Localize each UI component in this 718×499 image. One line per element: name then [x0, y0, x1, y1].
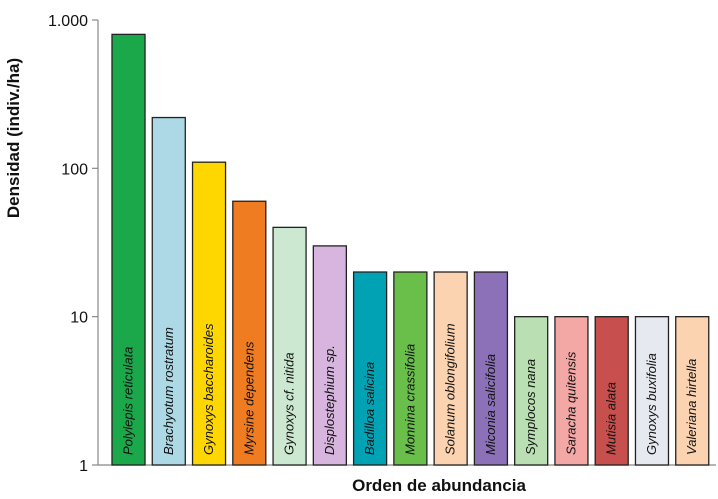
bar	[594, 316, 629, 466]
bar-label: Miconia salicifolia	[483, 354, 498, 455]
bar	[433, 271, 468, 466]
bar-label: Gynoxys buxifolia	[644, 353, 659, 455]
bar	[393, 271, 428, 466]
bars	[111, 33, 710, 466]
bar-label: Badilloa salicina	[362, 362, 377, 455]
bar	[634, 316, 670, 466]
bar-label: Valeriana hirtella	[684, 359, 699, 455]
bar	[191, 161, 227, 466]
bar	[232, 200, 267, 466]
bar-label: Symplocos nana	[523, 359, 538, 455]
y-tick-label: 10	[70, 310, 88, 327]
bar	[272, 226, 307, 466]
bar	[312, 245, 348, 466]
bar	[675, 316, 710, 466]
bar-label: Gynoxys baccharoides	[201, 323, 216, 455]
bar-label: Polylepis reticulata	[121, 347, 136, 455]
y-tick-label: 1	[79, 458, 88, 475]
bar	[151, 116, 186, 466]
bar-labels: Polylepis reticulata Brachyotum rostratum…	[121, 323, 700, 455]
y-axis-title: Densidad (indiv./ha)	[4, 58, 23, 218]
bar	[352, 271, 388, 466]
x-axis-title: Orden de abundancia	[352, 476, 526, 495]
y-tick-label: 1.000	[48, 13, 88, 30]
y-tick-label: 100	[61, 161, 88, 178]
bar	[554, 316, 589, 466]
bar	[514, 316, 549, 466]
bar-label: Mutisia alata	[604, 382, 619, 455]
bar-label: Solanum oblongifolium	[443, 323, 458, 455]
bar-label: Gynoxys cf. nitida	[282, 352, 297, 455]
bar-label: Saracha quitensis	[563, 351, 578, 455]
bar	[111, 33, 146, 466]
bar-label: Brachyotum rostratum	[161, 327, 176, 455]
bar-label: Displostephium sp.	[322, 345, 337, 455]
bar-label: Monnina crassifolia	[402, 344, 417, 455]
bar	[473, 271, 509, 466]
y-ticks: 1 10 100 1.000	[48, 13, 98, 475]
bar-label: Myrsine dependens	[241, 341, 256, 455]
